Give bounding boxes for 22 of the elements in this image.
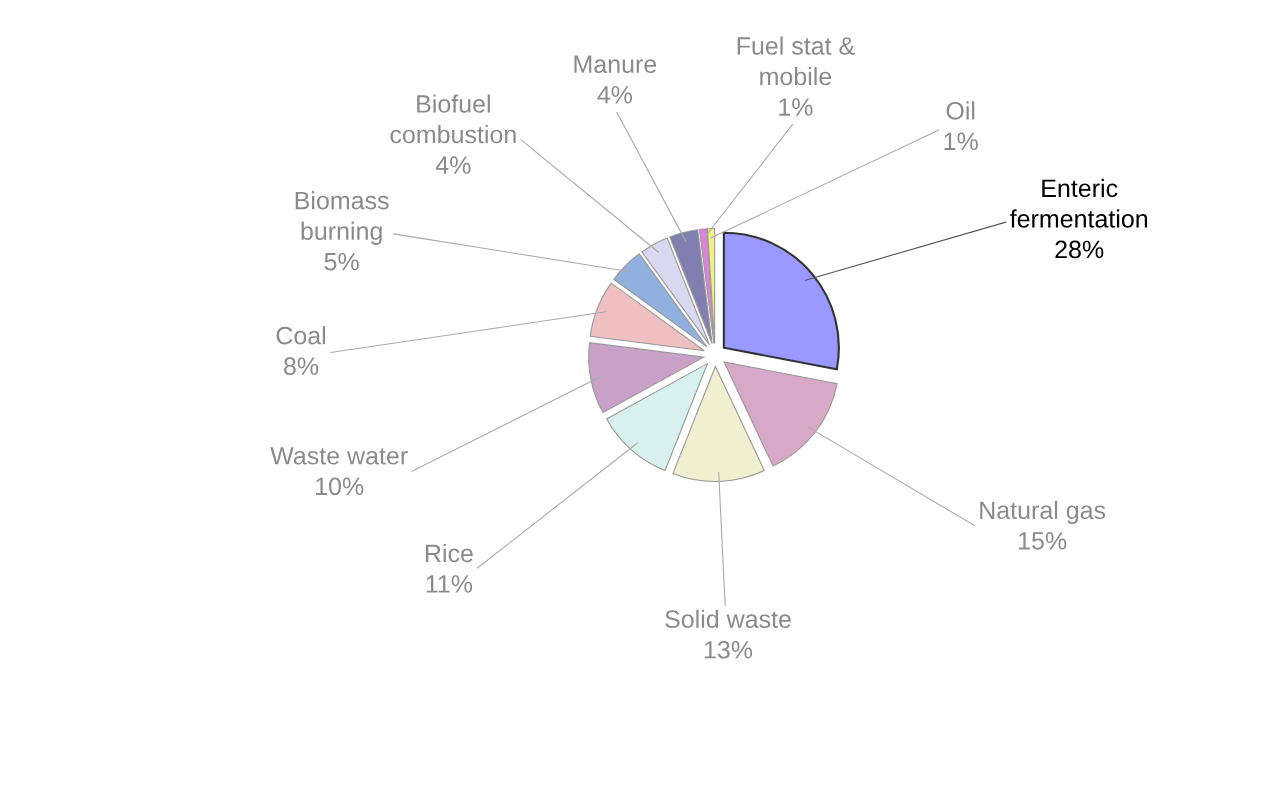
slice-label: Biomass burning (295, 191, 389, 245)
slice-label: Manure (574, 55, 657, 74)
slice-label: Enteric fermentation (1010, 178, 1148, 228)
slice-label: Oil (946, 101, 975, 120)
data-label: 10% (316, 477, 364, 496)
data-label: 4% (597, 86, 633, 104)
data-label: 1% (944, 132, 978, 151)
slice-label: Solid waste (665, 609, 791, 629)
data-label: 28% (1055, 240, 1104, 259)
slice-label: Waste water (270, 447, 408, 465)
data-label: 1% (779, 98, 813, 116)
data-label: 15% (1019, 532, 1067, 550)
data-label: 11% (426, 575, 473, 593)
slice-label: Natural gas (980, 500, 1106, 525)
data-label: 4% (435, 156, 471, 174)
data-label: 8% (284, 357, 319, 376)
slice-label: Coal (276, 326, 326, 345)
slice-label: Fuel stat & mobile (737, 36, 855, 86)
data-label: 5% (324, 252, 359, 271)
data-label: 13% (704, 640, 753, 659)
slice-label: Biofuel combustion (390, 94, 516, 144)
slice-label: Rice (425, 543, 473, 563)
